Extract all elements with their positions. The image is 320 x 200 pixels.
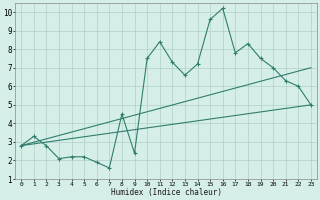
X-axis label: Humidex (Indice chaleur): Humidex (Indice chaleur) xyxy=(110,188,221,197)
